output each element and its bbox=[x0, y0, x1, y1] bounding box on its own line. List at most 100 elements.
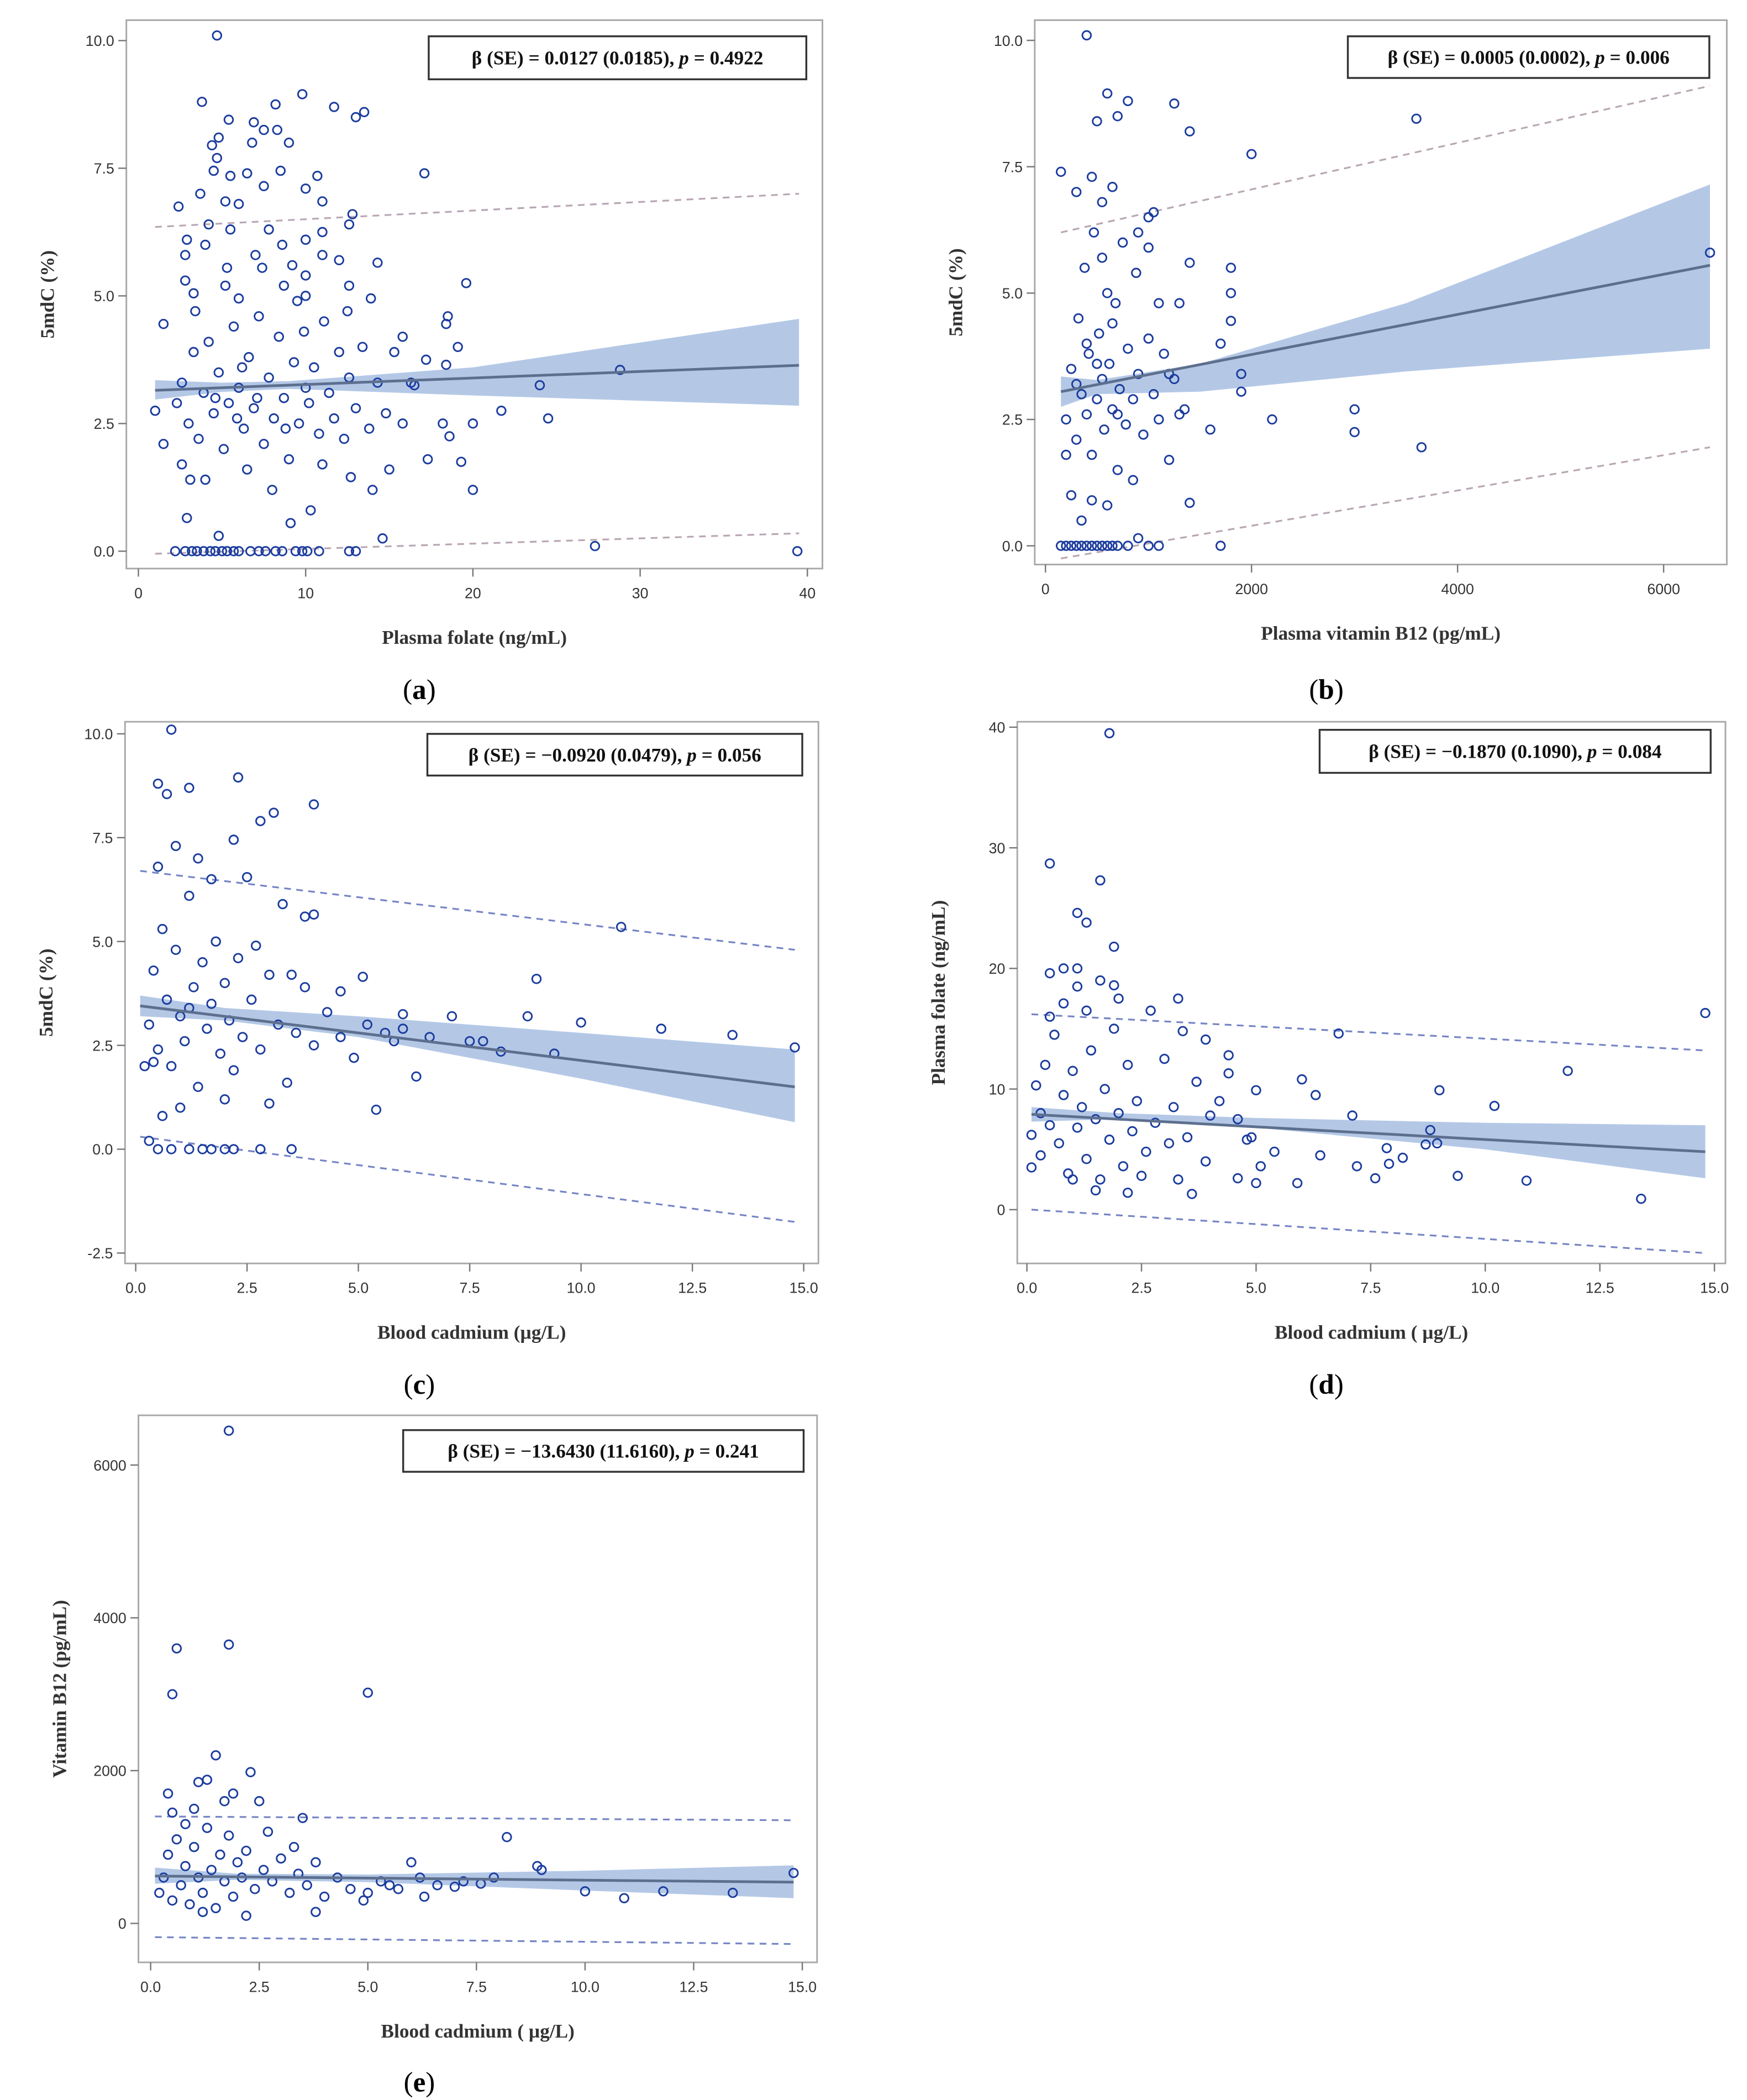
x-tick-label: 5.0 bbox=[348, 1280, 369, 1296]
data-point bbox=[1079, 262, 1090, 273]
data-point bbox=[231, 413, 243, 424]
data-point bbox=[1143, 333, 1154, 344]
y-axis-title: 5mdC (%) bbox=[36, 250, 58, 339]
annotation-p-value: = 0.241 bbox=[694, 1441, 759, 1462]
data-point bbox=[311, 1857, 321, 1868]
data-point bbox=[349, 1052, 359, 1063]
data-point bbox=[1067, 1174, 1078, 1185]
data-point bbox=[1107, 318, 1118, 329]
data-point bbox=[185, 474, 196, 485]
prediction-limit-lower bbox=[1031, 1209, 1706, 1254]
data-point bbox=[1133, 227, 1144, 238]
panel-label-letter: d bbox=[1318, 1369, 1334, 1400]
data-point bbox=[1223, 1050, 1234, 1060]
data-point bbox=[1148, 207, 1159, 218]
data-point bbox=[619, 1893, 629, 1904]
panel-label-open: ( bbox=[403, 674, 412, 706]
data-point bbox=[658, 1886, 669, 1897]
data-point bbox=[350, 546, 361, 556]
data-point bbox=[286, 1144, 297, 1154]
y-tick-label: 20 bbox=[989, 960, 1006, 977]
regression-line bbox=[155, 364, 799, 392]
data-point bbox=[534, 380, 545, 391]
data-point bbox=[1072, 1122, 1083, 1133]
data-point bbox=[220, 196, 231, 207]
data-point bbox=[531, 974, 542, 984]
data-point bbox=[167, 1807, 178, 1818]
regression-annotation: β (SE) = −13.6430 (11.6160), p = 0.241 bbox=[448, 1441, 759, 1462]
y-axis-title: 5mdC (%) bbox=[35, 948, 57, 1037]
data-point bbox=[152, 862, 164, 872]
data-point bbox=[297, 546, 308, 556]
data-point bbox=[270, 546, 281, 556]
panel-label-open: ( bbox=[404, 1369, 413, 1400]
data-point bbox=[366, 293, 376, 304]
data-point bbox=[213, 531, 224, 541]
regression-annotation: β (SE) = −0.0920 (0.0479), p = 0.056 bbox=[469, 744, 761, 766]
data-point bbox=[467, 418, 478, 429]
data-point bbox=[246, 994, 257, 1005]
data-point bbox=[269, 807, 279, 818]
data-point bbox=[203, 337, 214, 347]
data-point bbox=[308, 1040, 319, 1051]
data-point bbox=[317, 196, 328, 207]
data-point bbox=[371, 1104, 382, 1115]
data-point bbox=[167, 1895, 178, 1906]
data-point bbox=[398, 1009, 408, 1020]
data-point bbox=[198, 546, 209, 556]
data-point bbox=[250, 1884, 260, 1894]
regression-line bbox=[140, 1004, 795, 1089]
data-point bbox=[232, 1857, 243, 1868]
data-point bbox=[1066, 490, 1077, 501]
data-point bbox=[157, 923, 168, 935]
data-point bbox=[543, 413, 554, 424]
data-point bbox=[398, 1023, 408, 1034]
data-point bbox=[241, 1845, 251, 1856]
data-point bbox=[1138, 429, 1149, 440]
x-tick-label: 0.0 bbox=[125, 1280, 146, 1296]
regression-line bbox=[155, 1875, 794, 1884]
data-point bbox=[187, 546, 197, 556]
data-point bbox=[176, 1880, 186, 1891]
data-point bbox=[144, 1136, 155, 1146]
data-point bbox=[1246, 1132, 1257, 1143]
data-point bbox=[1143, 242, 1154, 253]
data-point bbox=[193, 1777, 204, 1787]
data-point bbox=[1123, 96, 1133, 107]
data-point bbox=[420, 354, 432, 365]
data-point bbox=[299, 911, 311, 922]
data-point bbox=[212, 30, 223, 41]
data-point bbox=[319, 316, 329, 327]
data-point bbox=[372, 258, 383, 268]
data-point bbox=[162, 1788, 173, 1799]
plot-frame bbox=[124, 721, 819, 1264]
y-tick-label: 0.0 bbox=[1002, 538, 1023, 554]
annotation-p-value: = 0.084 bbox=[1597, 741, 1661, 763]
data-point bbox=[422, 454, 433, 465]
panel-label-close: ) bbox=[427, 674, 436, 706]
data-point bbox=[278, 280, 290, 291]
annotation-p-symbol: p bbox=[1593, 47, 1605, 69]
annotation-box bbox=[428, 35, 808, 81]
data-point bbox=[1109, 1023, 1119, 1034]
annotation-p-value: = 0.4922 bbox=[689, 48, 764, 69]
data-point bbox=[1086, 171, 1097, 182]
data-point bbox=[272, 124, 283, 135]
data-point bbox=[1035, 1108, 1046, 1119]
data-point bbox=[304, 398, 314, 408]
panel-c: 0.0 2.5 5.0 7.5 10.0 12.5 15.0 -2.5 0.0 2.5 5.0 7.5… bbox=[35, 721, 819, 1400]
y-axis-title: Plasma folate (ng/mL) bbox=[928, 900, 949, 1085]
y-tick-label: 2000 bbox=[93, 1763, 127, 1779]
data-point bbox=[292, 296, 303, 306]
data-point bbox=[276, 1853, 286, 1864]
data-point bbox=[1370, 1173, 1381, 1184]
data-point bbox=[237, 1032, 248, 1042]
x-tick-label: 7.5 bbox=[460, 1280, 480, 1296]
data-point bbox=[1251, 1178, 1261, 1189]
data-point bbox=[1081, 1005, 1092, 1016]
data-point bbox=[1076, 1102, 1087, 1112]
data-point bbox=[1063, 1168, 1074, 1179]
data-point bbox=[282, 1078, 292, 1088]
data-point bbox=[1185, 126, 1195, 136]
data-point bbox=[1102, 540, 1113, 551]
